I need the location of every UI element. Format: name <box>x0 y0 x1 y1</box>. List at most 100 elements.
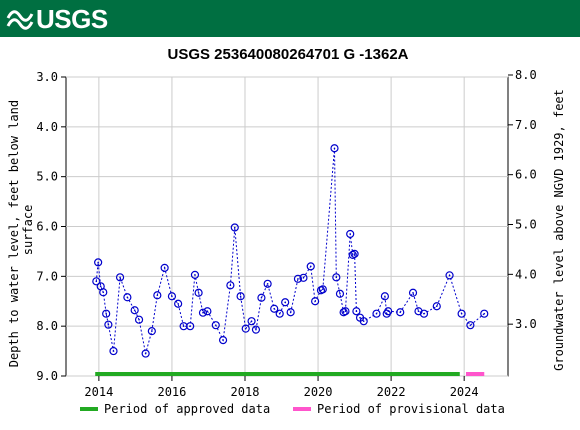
x-tick-label: 2016 <box>157 385 186 399</box>
data-point-ring <box>341 307 350 316</box>
data-point-ring <box>230 223 239 232</box>
data-point <box>99 288 108 297</box>
data-point-dot <box>387 310 389 313</box>
data-point-dot <box>97 261 99 264</box>
x-tick-label: 2018 <box>231 385 260 399</box>
data-point-ring <box>306 262 315 271</box>
data-point <box>293 274 303 283</box>
data-point <box>346 229 355 239</box>
data-point-dot <box>314 300 316 303</box>
data-point-ring <box>257 293 266 302</box>
y-left-tick-label: 7.0 <box>36 269 58 283</box>
y-right-tick-label: 8.0 <box>515 68 537 82</box>
data-point-dot <box>194 274 196 276</box>
data-point <box>341 307 350 316</box>
data-point <box>306 262 315 271</box>
data-point <box>134 315 144 324</box>
data-point-ring <box>109 346 118 356</box>
data-point <box>419 309 429 318</box>
data-point-dot <box>284 301 286 304</box>
data-point <box>115 273 125 282</box>
data-point <box>281 298 290 307</box>
data-point-ring <box>359 317 368 326</box>
data-point <box>311 297 320 306</box>
data-point-ring <box>218 336 228 345</box>
data-point-dot <box>289 311 292 314</box>
data-point-dot <box>335 276 338 279</box>
data-point-dot <box>138 318 140 321</box>
data-point-ring <box>352 307 361 316</box>
data-point <box>359 317 368 326</box>
data-point-dot <box>362 320 365 322</box>
data-point <box>167 292 177 301</box>
data-point-dot <box>197 291 200 294</box>
x-tick-label: 2024 <box>450 385 479 399</box>
y-right-tick-label: 3.0 <box>515 317 537 331</box>
data-point-ring <box>226 281 235 290</box>
data-point-ring <box>293 274 303 283</box>
data-point-ring <box>480 309 489 318</box>
data-point-ring <box>251 325 261 334</box>
data-point-ring <box>346 229 355 239</box>
data-point-ring <box>241 324 250 333</box>
legend-approved-label: Period of approved data <box>104 402 270 416</box>
data-point-dot <box>255 328 257 331</box>
data-point-ring <box>102 309 111 318</box>
data-points <box>92 144 489 358</box>
data-point-ring <box>286 308 295 317</box>
data-point-ring <box>141 349 150 358</box>
data-point-dot <box>423 312 425 315</box>
data-point-dot <box>107 323 110 326</box>
data-point <box>466 321 475 330</box>
data-point-ring <box>332 273 341 282</box>
legend: Period of approved data Period of provis… <box>80 402 505 416</box>
y-left-tick-label: 4.0 <box>36 120 58 134</box>
y-left-tick-label: 9.0 <box>36 369 58 383</box>
data-point <box>102 309 111 318</box>
data-point-ring <box>445 271 454 280</box>
data-point-ring <box>186 322 195 331</box>
data-point-dot <box>239 295 242 298</box>
data-point <box>241 324 250 333</box>
x-axis-ticks: 2014 2016 2018 2020 2022 2024 <box>84 376 479 399</box>
data-point-ring <box>263 279 272 288</box>
data-point-ring <box>408 288 418 297</box>
data-point-dot <box>384 295 386 298</box>
usgs-header-banner: USGS <box>0 0 580 37</box>
chart-title: USGS 253640080264701 G -1362A <box>167 46 408 63</box>
data-point-ring <box>94 258 103 267</box>
data-point <box>92 277 101 286</box>
y-left-tick-label: 3.0 <box>36 70 58 84</box>
data-point-dot <box>469 324 472 326</box>
data-point <box>194 288 203 297</box>
data-point <box>211 321 220 330</box>
data-point-ring <box>299 273 308 282</box>
usgs-logo-icon <box>6 10 34 30</box>
data-point-dot <box>189 325 191 327</box>
data-point <box>230 223 239 232</box>
y-left-tick-label: 8.0 <box>36 319 58 333</box>
data-point-dot <box>435 305 438 308</box>
data-point <box>270 304 279 313</box>
data-point-ring <box>203 307 212 316</box>
data-point <box>94 258 103 267</box>
data-point <box>226 281 235 290</box>
data-point-dot <box>126 296 129 299</box>
data-point-dot <box>355 310 358 313</box>
x-tick-label: 2022 <box>377 385 406 399</box>
data-point-ring <box>335 289 345 298</box>
data-point-ring <box>236 292 245 301</box>
y-right-tick-label: 7.0 <box>515 118 537 132</box>
data-point-dot <box>206 310 209 313</box>
data-point <box>396 308 405 317</box>
data-point-dot <box>412 291 414 294</box>
data-point <box>123 293 132 302</box>
data-point-ring <box>160 263 169 272</box>
data-point <box>332 273 341 282</box>
data-point-dot <box>342 311 345 314</box>
data-point-ring <box>123 293 132 302</box>
data-point-dot <box>202 311 204 314</box>
data-point-dot <box>177 302 179 305</box>
data-point-dot <box>163 267 166 269</box>
